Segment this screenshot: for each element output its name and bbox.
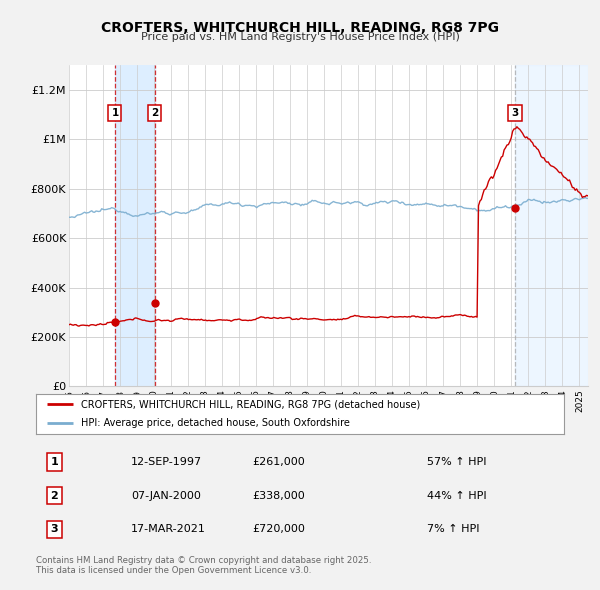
Text: 7% ↑ HPI: 7% ↑ HPI — [427, 525, 479, 534]
Bar — [515, 65, 588, 386]
Text: 57% ↑ HPI: 57% ↑ HPI — [427, 457, 486, 467]
Text: CROFTERS, WHITCHURCH HILL, READING, RG8 7PG (detached house): CROFTERS, WHITCHURCH HILL, READING, RG8 … — [81, 399, 420, 409]
Text: HPI: Average price, detached house, South Oxfordshire: HPI: Average price, detached house, Sout… — [81, 418, 350, 428]
Text: 12-SEP-1997: 12-SEP-1997 — [131, 457, 202, 467]
Text: 07-JAN-2000: 07-JAN-2000 — [131, 491, 201, 500]
Text: Contains HM Land Registry data © Crown copyright and database right 2025.
This d: Contains HM Land Registry data © Crown c… — [36, 556, 371, 575]
Text: £261,000: £261,000 — [253, 457, 305, 467]
Text: 2: 2 — [151, 108, 158, 118]
Text: 1: 1 — [112, 108, 119, 118]
Text: £720,000: £720,000 — [253, 525, 305, 534]
Text: 17-MAR-2021: 17-MAR-2021 — [131, 525, 206, 534]
Bar — [115, 65, 155, 386]
Text: Price paid vs. HM Land Registry's House Price Index (HPI): Price paid vs. HM Land Registry's House … — [140, 32, 460, 42]
Text: 3: 3 — [511, 108, 518, 118]
Text: CROFTERS, WHITCHURCH HILL, READING, RG8 7PG: CROFTERS, WHITCHURCH HILL, READING, RG8 … — [101, 21, 499, 35]
Text: £338,000: £338,000 — [253, 491, 305, 500]
Text: 2: 2 — [50, 491, 58, 500]
Text: 3: 3 — [50, 525, 58, 534]
Text: 44% ↑ HPI: 44% ↑ HPI — [427, 491, 487, 500]
Text: 1: 1 — [50, 457, 58, 467]
